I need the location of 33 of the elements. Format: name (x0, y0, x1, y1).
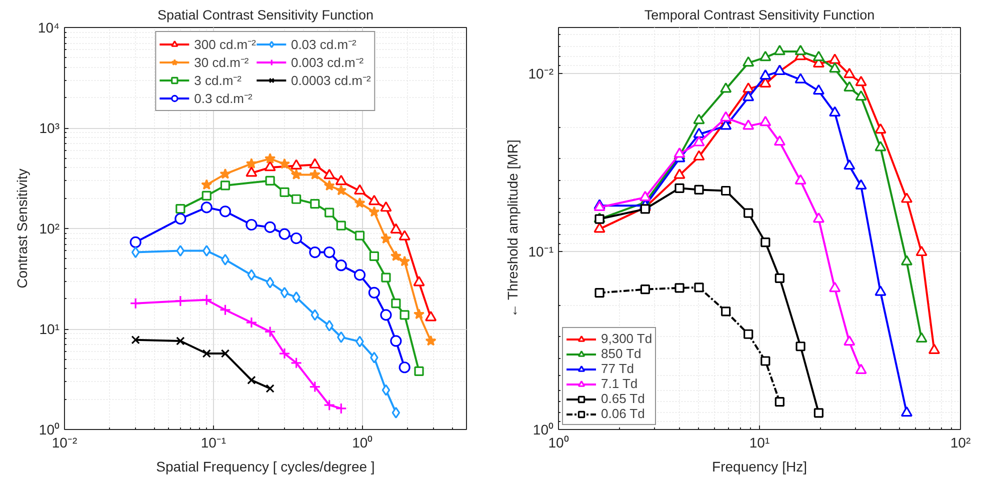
legend-label: 77 Td (601, 361, 634, 376)
y-tick-label: 10⁰ (532, 422, 554, 438)
x-tick-label: 10⁰ (352, 434, 373, 450)
x-tick-label: 10⁰ (548, 434, 569, 450)
y-tick-label: 10⁴ (38, 20, 60, 36)
y-tick-label: 10⁻² (528, 66, 554, 82)
legend-label: 0.03 cd.m⁻² (290, 36, 356, 53)
legend-label: 30 cd.m⁻² (194, 54, 249, 71)
x-tick-label: 10¹ (749, 434, 770, 450)
legend-label: 0.003 cd.m⁻² (290, 54, 364, 71)
chart-title: Temporal Contrast Sensitivity Function (644, 8, 875, 22)
x-tick-label: 10⁻¹ (200, 434, 226, 450)
legend-label: 3 cd.m⁻² (194, 72, 242, 89)
chart-title: Spatial Contrast Sensitivity Function (157, 8, 374, 22)
x-tick-label: 10⁻² (52, 434, 78, 450)
legend-label: 9,300 Td (601, 331, 652, 346)
x-axis-title: Frequency [Hz] (712, 458, 807, 474)
legend-label: 300 cd.m⁻² (194, 36, 256, 53)
legend-label: 0.0003 cd.m⁻² (290, 72, 371, 89)
legend-label: 7.1 Td (601, 376, 638, 391)
y-tick-label: 10⁻¹ (528, 244, 554, 260)
legend-label: 0.65 Td (601, 391, 645, 406)
y-axis-title: ← Threshold amplitude [MR] (504, 140, 520, 318)
x-tick-label: 10² (950, 434, 971, 450)
x-axis-title: Spatial Frequency [ cycles/degree ] (156, 458, 375, 474)
y-tick-label: 10² (39, 220, 60, 236)
legend-label: 0.06 Td (601, 406, 645, 421)
y-tick-label: 10⁰ (38, 422, 60, 438)
y-tick-label: 10³ (39, 120, 60, 136)
legend-label: 850 Td (601, 346, 642, 361)
legend-label: 0.3 cd.m⁻² (194, 90, 252, 107)
y-tick-label: 10¹ (39, 321, 60, 337)
y-axis-title: Contrast Sensitivity (14, 168, 30, 288)
